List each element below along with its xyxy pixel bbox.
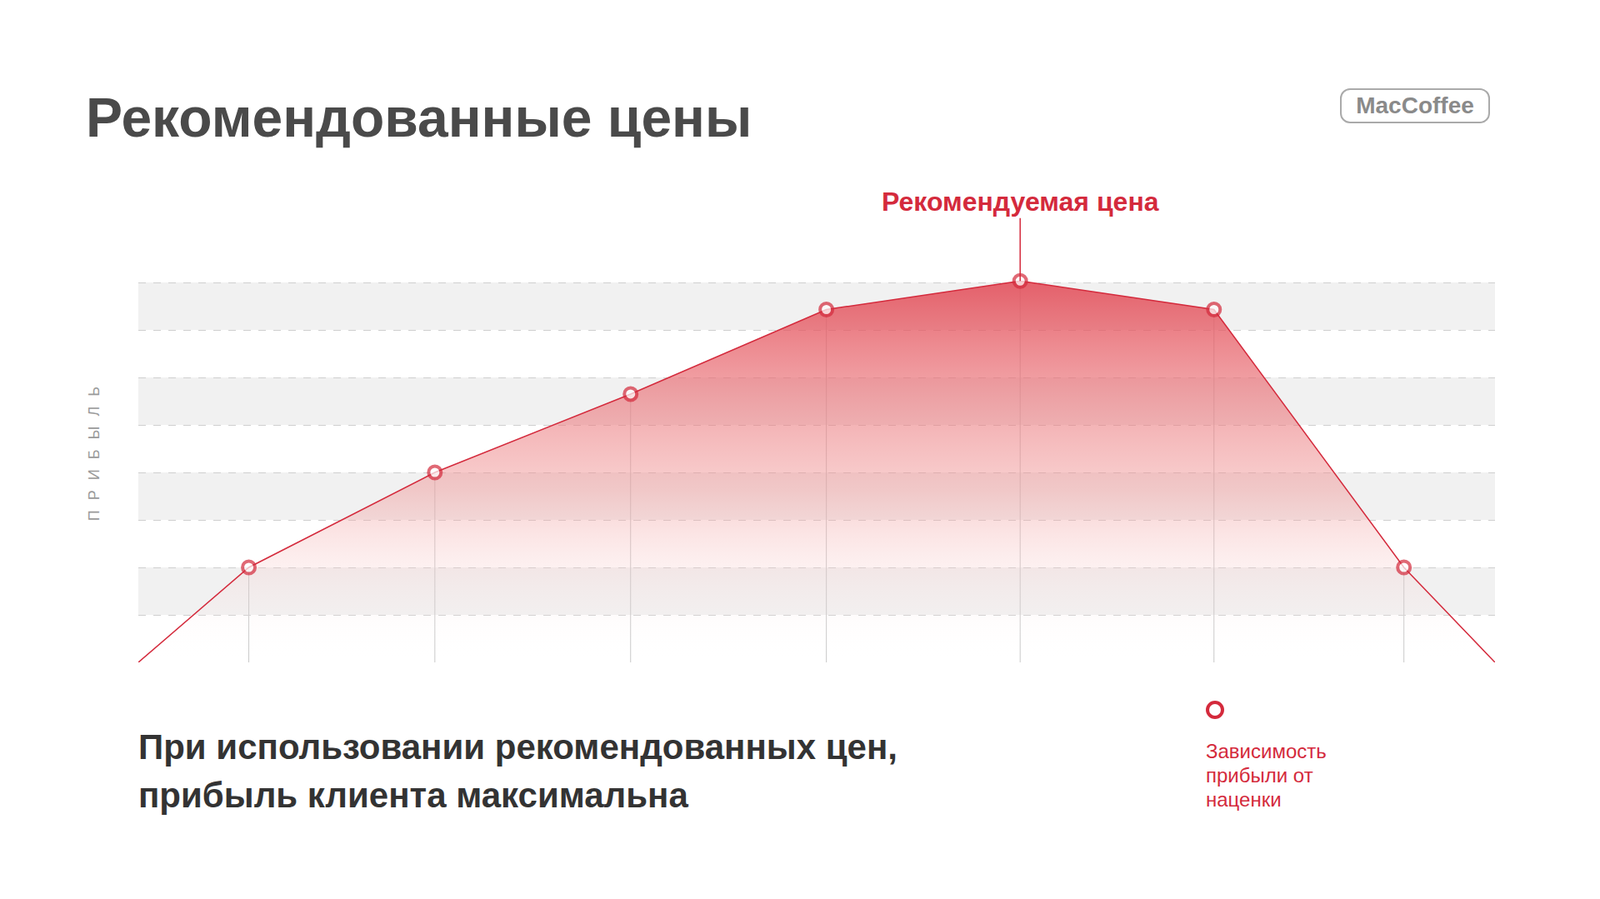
html-text:При использовании рекомендован: При использовании рекомендованных цен, п… — [138, 727, 898, 815]
svg-text:Рекомендуемая цена: Рекомендуемая цена — [881, 186, 1160, 217]
svg-text:ПРИБЫЛЬ: ПРИБЫЛЬ — [85, 376, 103, 521]
html-text:MacCoffee: MacCoffee — [1356, 92, 1474, 119]
svg-text:Рекомендованные цены: Рекомендованные цены — [85, 86, 752, 149]
html-text:Зависимость прибыли от наценки: Зависимость прибыли от наценки — [1205, 740, 1327, 811]
